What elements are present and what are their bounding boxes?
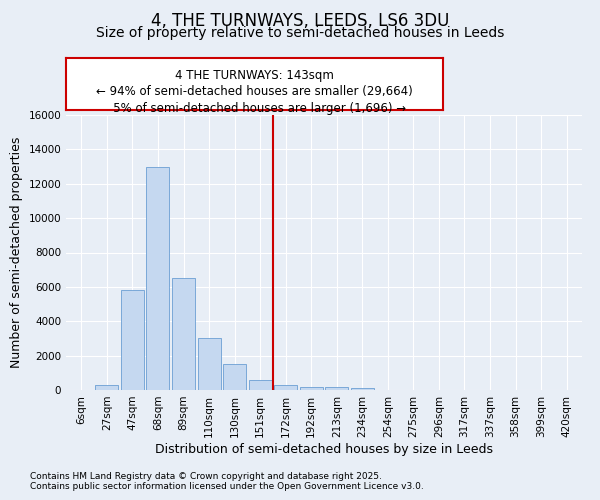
Bar	[223, 364, 246, 390]
Text: ← 94% of semi-detached houses are smaller (29,664): ← 94% of semi-detached houses are smalle…	[96, 85, 413, 98]
Bar	[146, 166, 169, 390]
Text: Contains public sector information licensed under the Open Government Licence v3: Contains public sector information licen…	[30, 482, 424, 491]
Y-axis label: Number of semi-detached properties: Number of semi-detached properties	[10, 137, 23, 368]
Bar	[197, 338, 221, 390]
X-axis label: Distribution of semi-detached houses by size in Leeds: Distribution of semi-detached houses by …	[155, 442, 493, 456]
Bar	[248, 380, 272, 390]
Bar	[274, 385, 297, 390]
Bar	[95, 385, 118, 390]
Bar	[172, 278, 195, 390]
Bar	[121, 290, 144, 390]
Text: 5% of semi-detached houses are larger (1,696) →: 5% of semi-detached houses are larger (1…	[102, 102, 406, 115]
Bar	[351, 388, 374, 390]
Text: Contains HM Land Registry data © Crown copyright and database right 2025.: Contains HM Land Registry data © Crown c…	[30, 472, 382, 481]
Bar	[325, 388, 348, 390]
Bar	[300, 386, 323, 390]
Text: 4, THE TURNWAYS, LEEDS, LS6 3DU: 4, THE TURNWAYS, LEEDS, LS6 3DU	[151, 12, 449, 30]
Text: 4 THE TURNWAYS: 143sqm: 4 THE TURNWAYS: 143sqm	[175, 69, 334, 82]
Text: Size of property relative to semi-detached houses in Leeds: Size of property relative to semi-detach…	[96, 26, 504, 40]
